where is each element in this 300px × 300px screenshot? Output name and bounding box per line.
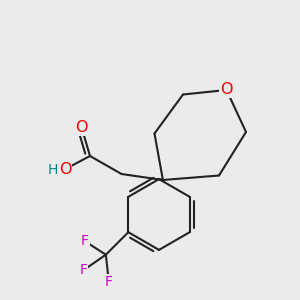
Text: O: O [59,162,72,177]
Text: O: O [75,120,88,135]
Text: O: O [220,82,233,98]
Text: H: H [48,163,58,176]
Text: F: F [105,275,113,289]
Text: F: F [79,263,87,277]
Text: F: F [81,234,89,248]
